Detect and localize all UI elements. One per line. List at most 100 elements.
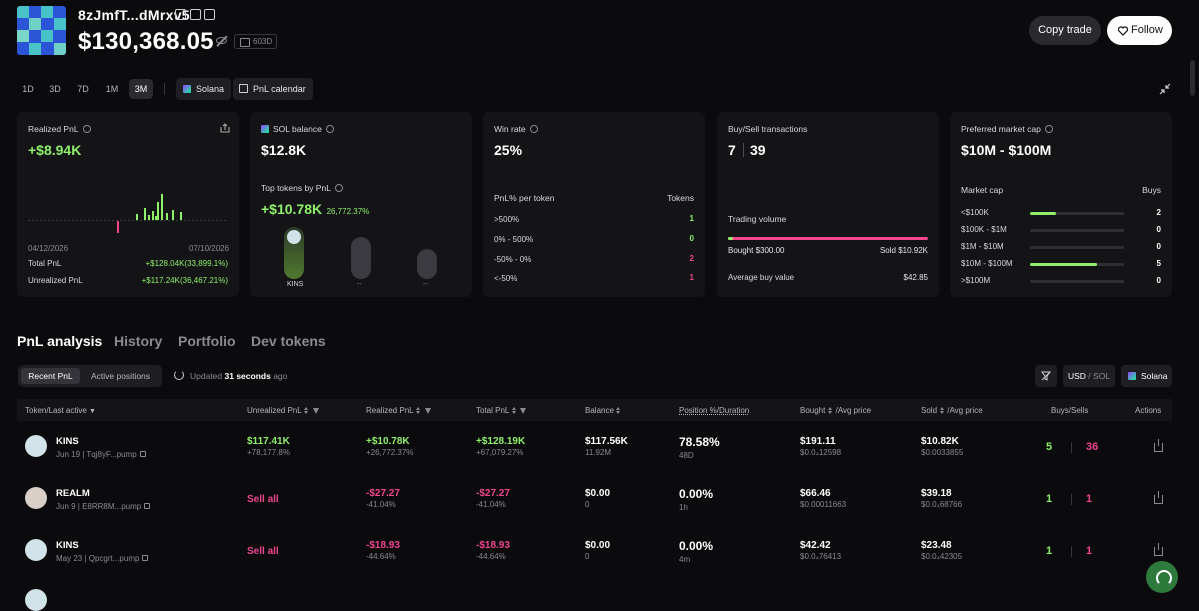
- token-name[interactable]: KINS: [56, 436, 79, 447]
- timeframe-3m[interactable]: 3M: [129, 79, 153, 99]
- chain-filter-label: Solana: [1141, 371, 1168, 381]
- info-icon[interactable]: [334, 184, 343, 192]
- col-sold-label: Sold: [921, 406, 938, 415]
- total-pnl-label: Total PnL: [28, 259, 62, 268]
- timeframe-1m[interactable]: 1M: [105, 84, 119, 94]
- wallet-name: 8zJmfT...dMrxv5: [78, 7, 190, 23]
- token-avatar: [287, 230, 301, 244]
- chain-chip[interactable]: Solana: [176, 78, 232, 100]
- chain-filter-button[interactable]: Solana: [1121, 365, 1172, 387]
- subtab-active-positions[interactable]: Active positions: [90, 371, 151, 381]
- currency-usd[interactable]: USD: [1067, 371, 1086, 381]
- top-token-bar-2[interactable]: [351, 237, 371, 279]
- copy-icon[interactable]: [144, 503, 151, 509]
- col-token[interactable]: Token/Last active ▼: [25, 406, 96, 415]
- market-cap-card: Preferred market cap $10M - $100M Market…: [950, 112, 1172, 297]
- token-meta: May 23 | Qpcgrt...pump: [56, 554, 149, 563]
- filter-icon[interactable]: [312, 408, 319, 414]
- sort-icon: [939, 407, 945, 414]
- token-avatar: [25, 487, 47, 509]
- sells-count: 1: [1086, 545, 1093, 557]
- info-icon[interactable]: [82, 125, 91, 133]
- position-pct: 0.00%: [679, 539, 714, 553]
- range-label: 0% - 500%: [494, 235, 534, 244]
- external-link-icon[interactable]: [204, 9, 215, 20]
- follow-button[interactable]: Follow: [1107, 16, 1172, 45]
- token-avatar: [25, 539, 47, 561]
- filter-icon[interactable]: [424, 408, 431, 414]
- market-cap-title: Preferred market cap: [961, 124, 1053, 134]
- realized-pnl-chart: [28, 190, 228, 220]
- sell-all-button[interactable]: Sell all: [247, 494, 279, 505]
- tab-pnl-analysis[interactable]: PnL analysis: [17, 333, 103, 349]
- refresh-icon[interactable]: [174, 370, 184, 380]
- tab-portfolio[interactable]: Portfolio: [178, 333, 236, 349]
- copy-icon[interactable]: [139, 451, 146, 457]
- filter-reset-button[interactable]: [1035, 365, 1057, 387]
- eye-off-icon[interactable]: [216, 37, 227, 44]
- tab-dev-tokens[interactable]: Dev tokens: [251, 333, 326, 349]
- win-rate-title-text: Win rate: [494, 124, 526, 134]
- support-chat-button[interactable]: [1146, 561, 1178, 593]
- balance-amount: 0: [585, 552, 590, 561]
- bought-avg-price: $0.00011663: [800, 500, 847, 509]
- market-cap-buys-count: 0: [1156, 242, 1161, 251]
- tab-history[interactable]: History: [114, 333, 163, 349]
- pnl-bar: [144, 208, 146, 220]
- realized-pnl-pct: +26,772.37%: [366, 448, 414, 457]
- col-position-label: Position %/Duration: [679, 406, 750, 415]
- timeframe-1d[interactable]: 1D: [22, 84, 34, 94]
- info-icon[interactable]: [529, 125, 538, 133]
- token-date-address: May 23 | Qpcgrt...pump: [56, 554, 140, 563]
- copy-icon[interactable]: [190, 9, 201, 20]
- filter-icon[interactable]: [520, 408, 527, 414]
- copy-icon[interactable]: [142, 555, 149, 561]
- buy-sell-card: Buy/Sell transactions 7 39 Trading volum…: [717, 112, 939, 297]
- sell-all-button[interactable]: Sell all: [247, 546, 279, 557]
- total-pnl: -$18.93: [476, 540, 510, 551]
- pnl-bar-negative: [117, 221, 119, 233]
- share-icon[interactable]: [1154, 491, 1163, 504]
- subtab-recent-pnl[interactable]: Recent PnL: [21, 368, 80, 384]
- total-pnl-pct: +67,079.27%: [476, 448, 524, 457]
- copy-trade-button[interactable]: Copy trade: [1029, 16, 1101, 45]
- range-label: >500%: [494, 215, 520, 224]
- info-icon[interactable]: [1044, 125, 1053, 133]
- share-icon[interactable]: [1154, 543, 1163, 556]
- market-cap-title-text: Preferred market cap: [961, 124, 1041, 134]
- timeframe-3d[interactable]: 3D: [49, 84, 61, 94]
- token-name[interactable]: KINS: [56, 540, 79, 551]
- market-cap-track: [1030, 229, 1124, 232]
- share-icon[interactable]: [1154, 439, 1163, 452]
- realized-pnl-title: Realized PnL: [28, 124, 91, 134]
- col-total[interactable]: Total PnL: [476, 406, 527, 415]
- solana-icon: [1128, 372, 1136, 380]
- scrollbar[interactable]: [1190, 60, 1195, 96]
- col-realized[interactable]: Realized PnL: [366, 406, 431, 415]
- collapse-icon[interactable]: [1159, 83, 1171, 95]
- col-unrealized[interactable]: Unrealized PnL: [247, 406, 319, 415]
- col-bought[interactable]: Bought /Avg price: [800, 406, 871, 415]
- col-balance[interactable]: Balance: [585, 406, 622, 415]
- info-icon[interactable]: [325, 125, 334, 133]
- col-realized-label: Realized PnL: [366, 406, 414, 415]
- col-position[interactable]: Position %/Duration: [679, 406, 749, 415]
- sells-count: 39: [750, 142, 766, 158]
- token-name[interactable]: REALM: [56, 488, 90, 499]
- currency-toggle[interactable]: USD / SOL: [1063, 365, 1115, 387]
- top-token-bar-3[interactable]: [417, 249, 437, 279]
- total-pnl-pct: -41.04%: [476, 500, 506, 509]
- timeframe-7d[interactable]: 7D: [77, 84, 89, 94]
- sort-icon: [827, 407, 833, 414]
- unrealized-pnl: $117.41K: [247, 436, 290, 447]
- currency-sol[interactable]: SOL: [1093, 371, 1111, 381]
- col-bought-label: Bought: [800, 406, 826, 415]
- market-cap-range-label: $1M - $10M: [961, 242, 1004, 251]
- pnl-calendar-button[interactable]: PnL calendar: [233, 78, 313, 100]
- col-sold[interactable]: Sold /Avg price: [921, 406, 983, 415]
- win-rate-title: Win rate: [494, 124, 538, 134]
- top-token-pct: 26,772.37%: [326, 207, 370, 216]
- share-icon[interactable]: [220, 123, 230, 133]
- edit-icon[interactable]: [175, 9, 186, 20]
- position-pct: 78.58%: [679, 435, 720, 449]
